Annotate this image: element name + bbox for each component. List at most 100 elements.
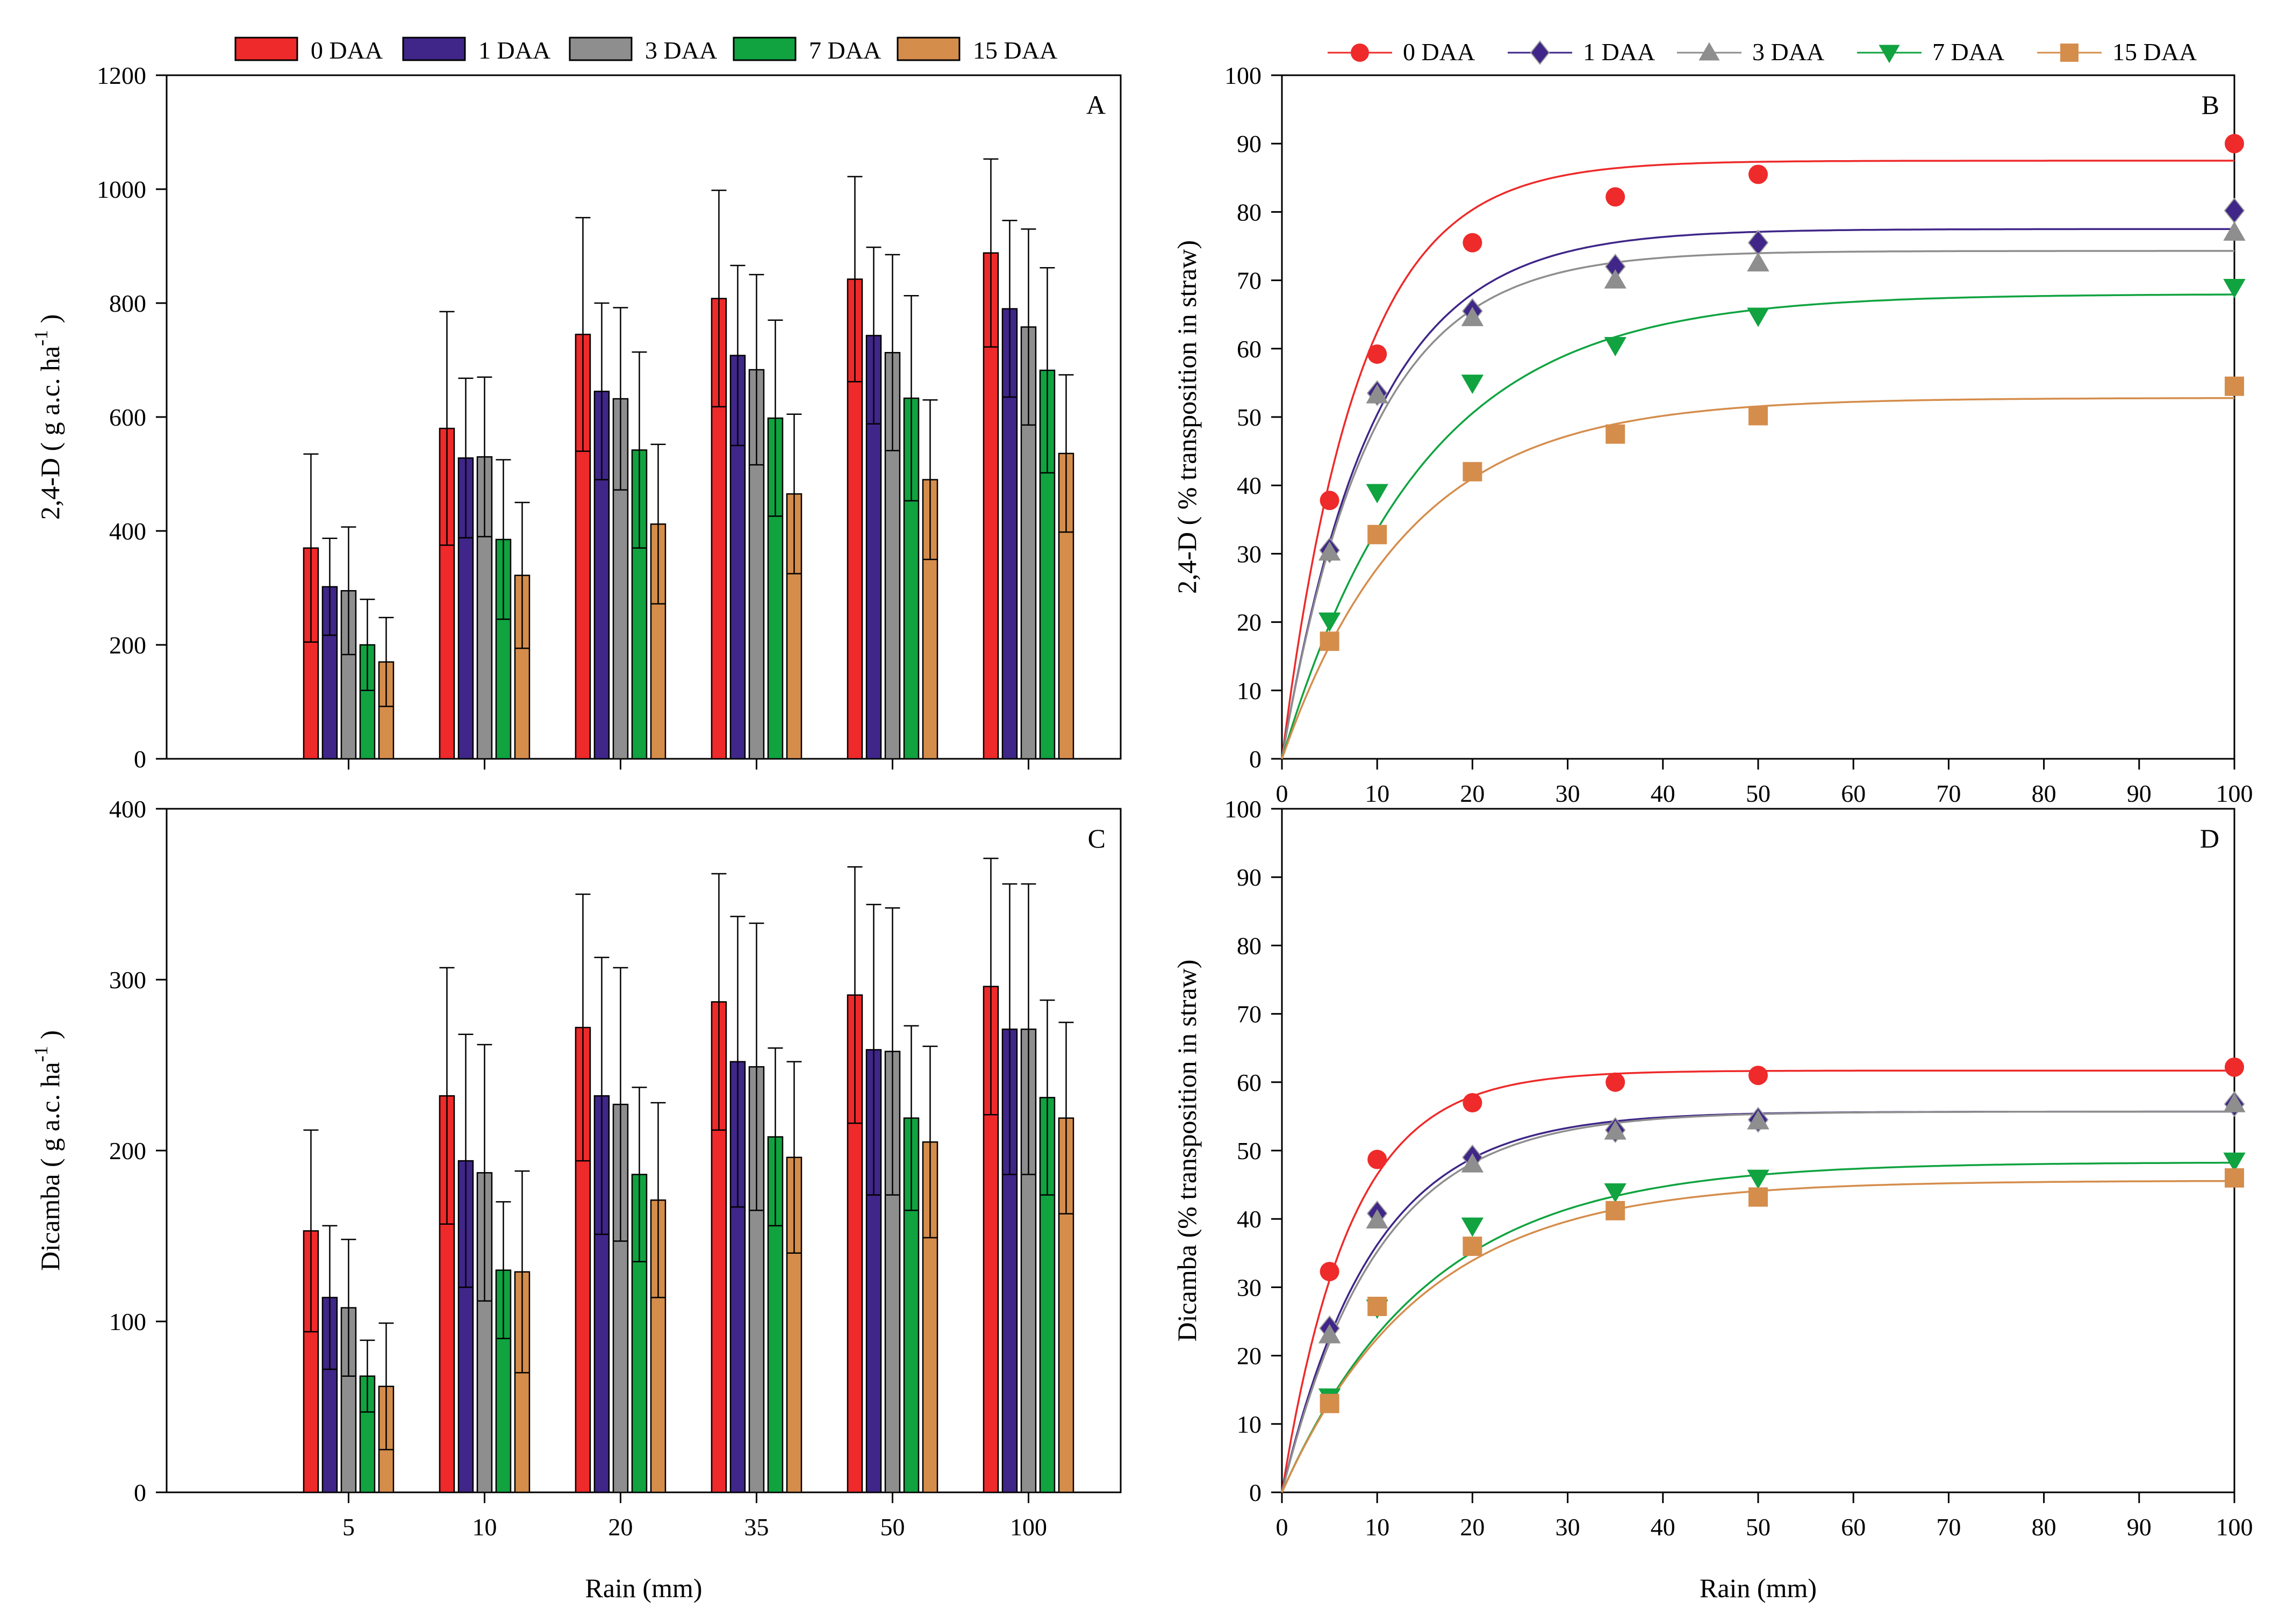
point-15-daa-100 xyxy=(2225,376,2244,396)
point-7-daa-20 xyxy=(1461,375,1484,394)
y-tick-label: 70 xyxy=(1237,267,1262,294)
point-0-daa-20 xyxy=(1463,233,1482,253)
legend-label: 0 DAA xyxy=(1403,38,1475,66)
y-tick-label: 0 xyxy=(1249,745,1262,773)
y-axis-title-main: Dicamba ( g a.c. ha xyxy=(35,1062,65,1271)
y-tick-label: 600 xyxy=(109,404,146,431)
y-tick-label: 100 xyxy=(1224,62,1262,89)
y-tick-label: 40 xyxy=(1237,472,1262,499)
x-tick-label: 80 xyxy=(2032,780,2056,807)
point-15-daa-20 xyxy=(1463,462,1482,482)
y-axis-title: 2,4-D ( % transposition in straw) xyxy=(1172,240,1202,594)
point-15-daa-50 xyxy=(1748,406,1768,426)
x-tick-label: 60 xyxy=(1841,1513,1866,1541)
y-tick-label: 90 xyxy=(1237,864,1262,891)
bar-legend: 0 DAA 1 DAA 3 DAA 7 DAA 15 DAA xyxy=(234,37,1057,64)
legend-label: 3 DAA xyxy=(645,37,717,64)
panel-label: B xyxy=(2202,90,2219,120)
y-tick-label: 80 xyxy=(1237,932,1262,959)
legend-label: 15 DAA xyxy=(973,37,1057,64)
line-legend: 0 DAA 1 DAA 3 DAA 7 DAA 15 DAA xyxy=(1328,38,2197,66)
point-0-daa-20 xyxy=(1463,1093,1482,1112)
y-axis-title-end: ) xyxy=(35,314,65,330)
x-tick-label: 30 xyxy=(1556,1513,1580,1541)
y-tick-label: 10 xyxy=(1237,677,1262,705)
y-tick-label: 20 xyxy=(1237,609,1262,636)
x-tick-label: 80 xyxy=(2032,1513,2056,1541)
point-7-daa-50 xyxy=(1747,1169,1769,1189)
fit-line-15-daa xyxy=(1281,397,2234,759)
y-tick-label: 80 xyxy=(1237,198,1262,226)
point-15-daa-35 xyxy=(1606,424,1625,444)
x-tick-label: 10 xyxy=(1365,1513,1389,1541)
point-3-daa-50 xyxy=(1747,1110,1769,1130)
x-tick-label: 100 xyxy=(2216,780,2253,807)
point-3-daa-100 xyxy=(2223,221,2246,241)
point-7-daa-50 xyxy=(1747,307,1769,327)
y-tick-label: 0 xyxy=(1249,1479,1262,1506)
point-0-daa-100 xyxy=(2225,1057,2244,1077)
legend-swatch-7-daa xyxy=(733,37,797,61)
diamond-icon xyxy=(1530,40,1550,65)
x-tick-label: 100 xyxy=(1010,1513,1047,1541)
x-tick-label: 0 xyxy=(1276,780,1288,807)
x-tick-label: 90 xyxy=(2127,1513,2152,1541)
y-tick-label: 50 xyxy=(1237,1137,1262,1165)
panel-a-bar-chart: 0 200 400 600 800 1000 1200 A 2,4-D ( g a.c. ha-… xyxy=(30,62,1122,773)
y-tick-label: 10 xyxy=(1237,1411,1262,1438)
point-3-daa-20 xyxy=(1461,1153,1484,1173)
point-3-daa-5 xyxy=(1318,541,1341,561)
y-tick-label: 40 xyxy=(1237,1205,1262,1233)
point-15-daa-50 xyxy=(1748,1187,1768,1207)
triangle-down-icon xyxy=(1879,45,1900,63)
y-axis-title: 2,4-D ( g a.c. ha-1 ) xyxy=(30,314,65,520)
legend-swatch-15-daa xyxy=(897,37,961,61)
x-tick-label: 70 xyxy=(1936,780,1961,807)
point-7-daa-100 xyxy=(2223,1152,2246,1172)
point-3-daa-50 xyxy=(1747,252,1769,272)
x-tick-label: 50 xyxy=(1746,780,1771,807)
bar-1-daa-20 xyxy=(593,391,610,760)
triangle-up-icon xyxy=(1698,42,1720,61)
point-3-daa-10 xyxy=(1366,1209,1388,1229)
point-7-daa-35 xyxy=(1604,1183,1626,1203)
x-tick-label: 20 xyxy=(1460,780,1485,807)
legend-label: 1 DAA xyxy=(1583,38,1655,66)
y-tick-label: 400 xyxy=(109,795,146,823)
legend-swatch-1-daa xyxy=(402,37,466,61)
y-tick-label: 400 xyxy=(109,518,146,545)
x-axis-title: Rain (mm) xyxy=(1700,1573,1817,1603)
point-0-daa-50 xyxy=(1748,1066,1768,1086)
legend-swatch-3-daa xyxy=(569,37,633,61)
fit-line-7-daa xyxy=(1281,1161,2235,1493)
point-7-daa-10 xyxy=(1366,484,1388,504)
bar-0-daa-5 xyxy=(303,1230,319,1493)
x-tick-label: 90 xyxy=(2127,780,2152,807)
point-7-daa-20 xyxy=(1461,1217,1484,1237)
x-tick-label: 50 xyxy=(880,1513,905,1541)
x-axis-title: Rain (mm) xyxy=(585,1573,702,1603)
y-tick-label: 70 xyxy=(1237,1001,1262,1028)
y-tick-label: 200 xyxy=(109,1137,146,1165)
fit-line-15-daa xyxy=(1281,1180,2234,1493)
point-15-daa-5 xyxy=(1320,1393,1339,1413)
point-3-daa-35 xyxy=(1604,269,1626,289)
panel-label: D xyxy=(2200,823,2219,853)
y-tick-label: 0 xyxy=(134,1479,146,1506)
legend-label: 15 DAA xyxy=(2112,38,2197,66)
y-axis-title: Dicamba ( g a.c. ha-1 ) xyxy=(30,1030,65,1271)
y-tick-label: 300 xyxy=(109,966,146,994)
point-0-daa-35 xyxy=(1606,187,1625,207)
legend-label: 1 DAA xyxy=(478,37,550,64)
point-3-daa-5 xyxy=(1318,1324,1341,1343)
point-0-daa-100 xyxy=(2225,134,2244,154)
point-15-daa-35 xyxy=(1606,1201,1625,1220)
point-7-daa-5 xyxy=(1318,612,1341,632)
x-tick-label: 10 xyxy=(472,1513,497,1541)
y-tick-label: 50 xyxy=(1237,404,1262,431)
y-tick-label: 1200 xyxy=(97,62,146,89)
y-axis-title-main: 2,4-D ( g a.c. ha xyxy=(35,346,65,520)
fit-line-1-daa xyxy=(1281,1110,2234,1493)
y-tick-label: 800 xyxy=(109,290,146,317)
